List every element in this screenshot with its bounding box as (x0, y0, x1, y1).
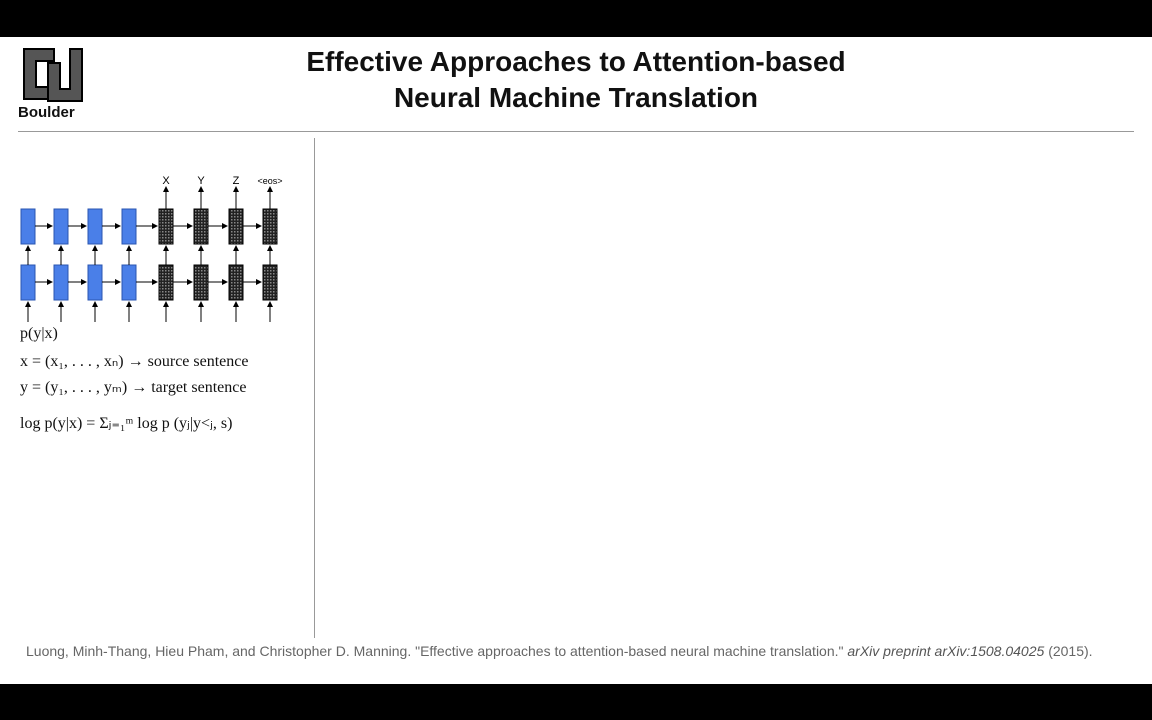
lstm-cell (262, 264, 278, 301)
equation: log p(y|x) = Σⱼ₌₁ᵐ log p (yⱼ|y<ⱼ, s) (20, 415, 233, 432)
equation: p(y|x) (20, 325, 58, 342)
lstm-cell (158, 208, 174, 245)
divider (18, 131, 1134, 132)
citation: Luong, Minh-Thang, Hieu Pham, and Christ… (26, 642, 1136, 660)
lstm-cell (193, 264, 209, 301)
lstm-cell (158, 264, 174, 301)
lstm-cell (20, 208, 36, 245)
output-label: <eos> (257, 176, 282, 186)
column-divider (314, 138, 315, 638)
lstm-cell (20, 264, 36, 301)
title-line: Effective Approaches to Attention-based (306, 46, 846, 77)
lstm-cell (121, 208, 137, 245)
lstm-cell (193, 208, 209, 245)
citation-authors: Luong, Minh-Thang, Hieu Pham, and Christ… (26, 643, 844, 659)
title-line: Neural Machine Translation (393, 82, 759, 113)
lstm-cell (53, 208, 69, 245)
logo-c (23, 48, 55, 100)
logo-text: Boulder (18, 104, 75, 121)
seq2seq-diagram: ABCD<eos>XXYYZZ<eos>end of sentence (20, 175, 283, 322)
citation-year: (2015). (1048, 643, 1093, 659)
output-label: X (162, 175, 170, 187)
lstm-cell (87, 264, 103, 301)
lstm-cell (87, 208, 103, 245)
logo-u (47, 48, 83, 102)
equation: x = (x₁, . . . , xₙ) → source sentence (20, 353, 249, 370)
lstm-cell (121, 264, 137, 301)
lstm-cell (228, 208, 244, 245)
lstm-cell (262, 208, 278, 245)
lstm-cell (53, 264, 69, 301)
slide: Boulder Effective Approaches to Attentio… (0, 37, 1152, 684)
output-label: Y (197, 175, 205, 187)
output-label: Z (233, 175, 240, 187)
equation: y = (y₁, . . . , yₘ) → target sentence (20, 379, 247, 396)
citation-venue: arXiv preprint arXiv:1508.04025 (847, 643, 1045, 659)
logo: Boulder (18, 48, 83, 121)
lstm-cell (228, 264, 244, 301)
